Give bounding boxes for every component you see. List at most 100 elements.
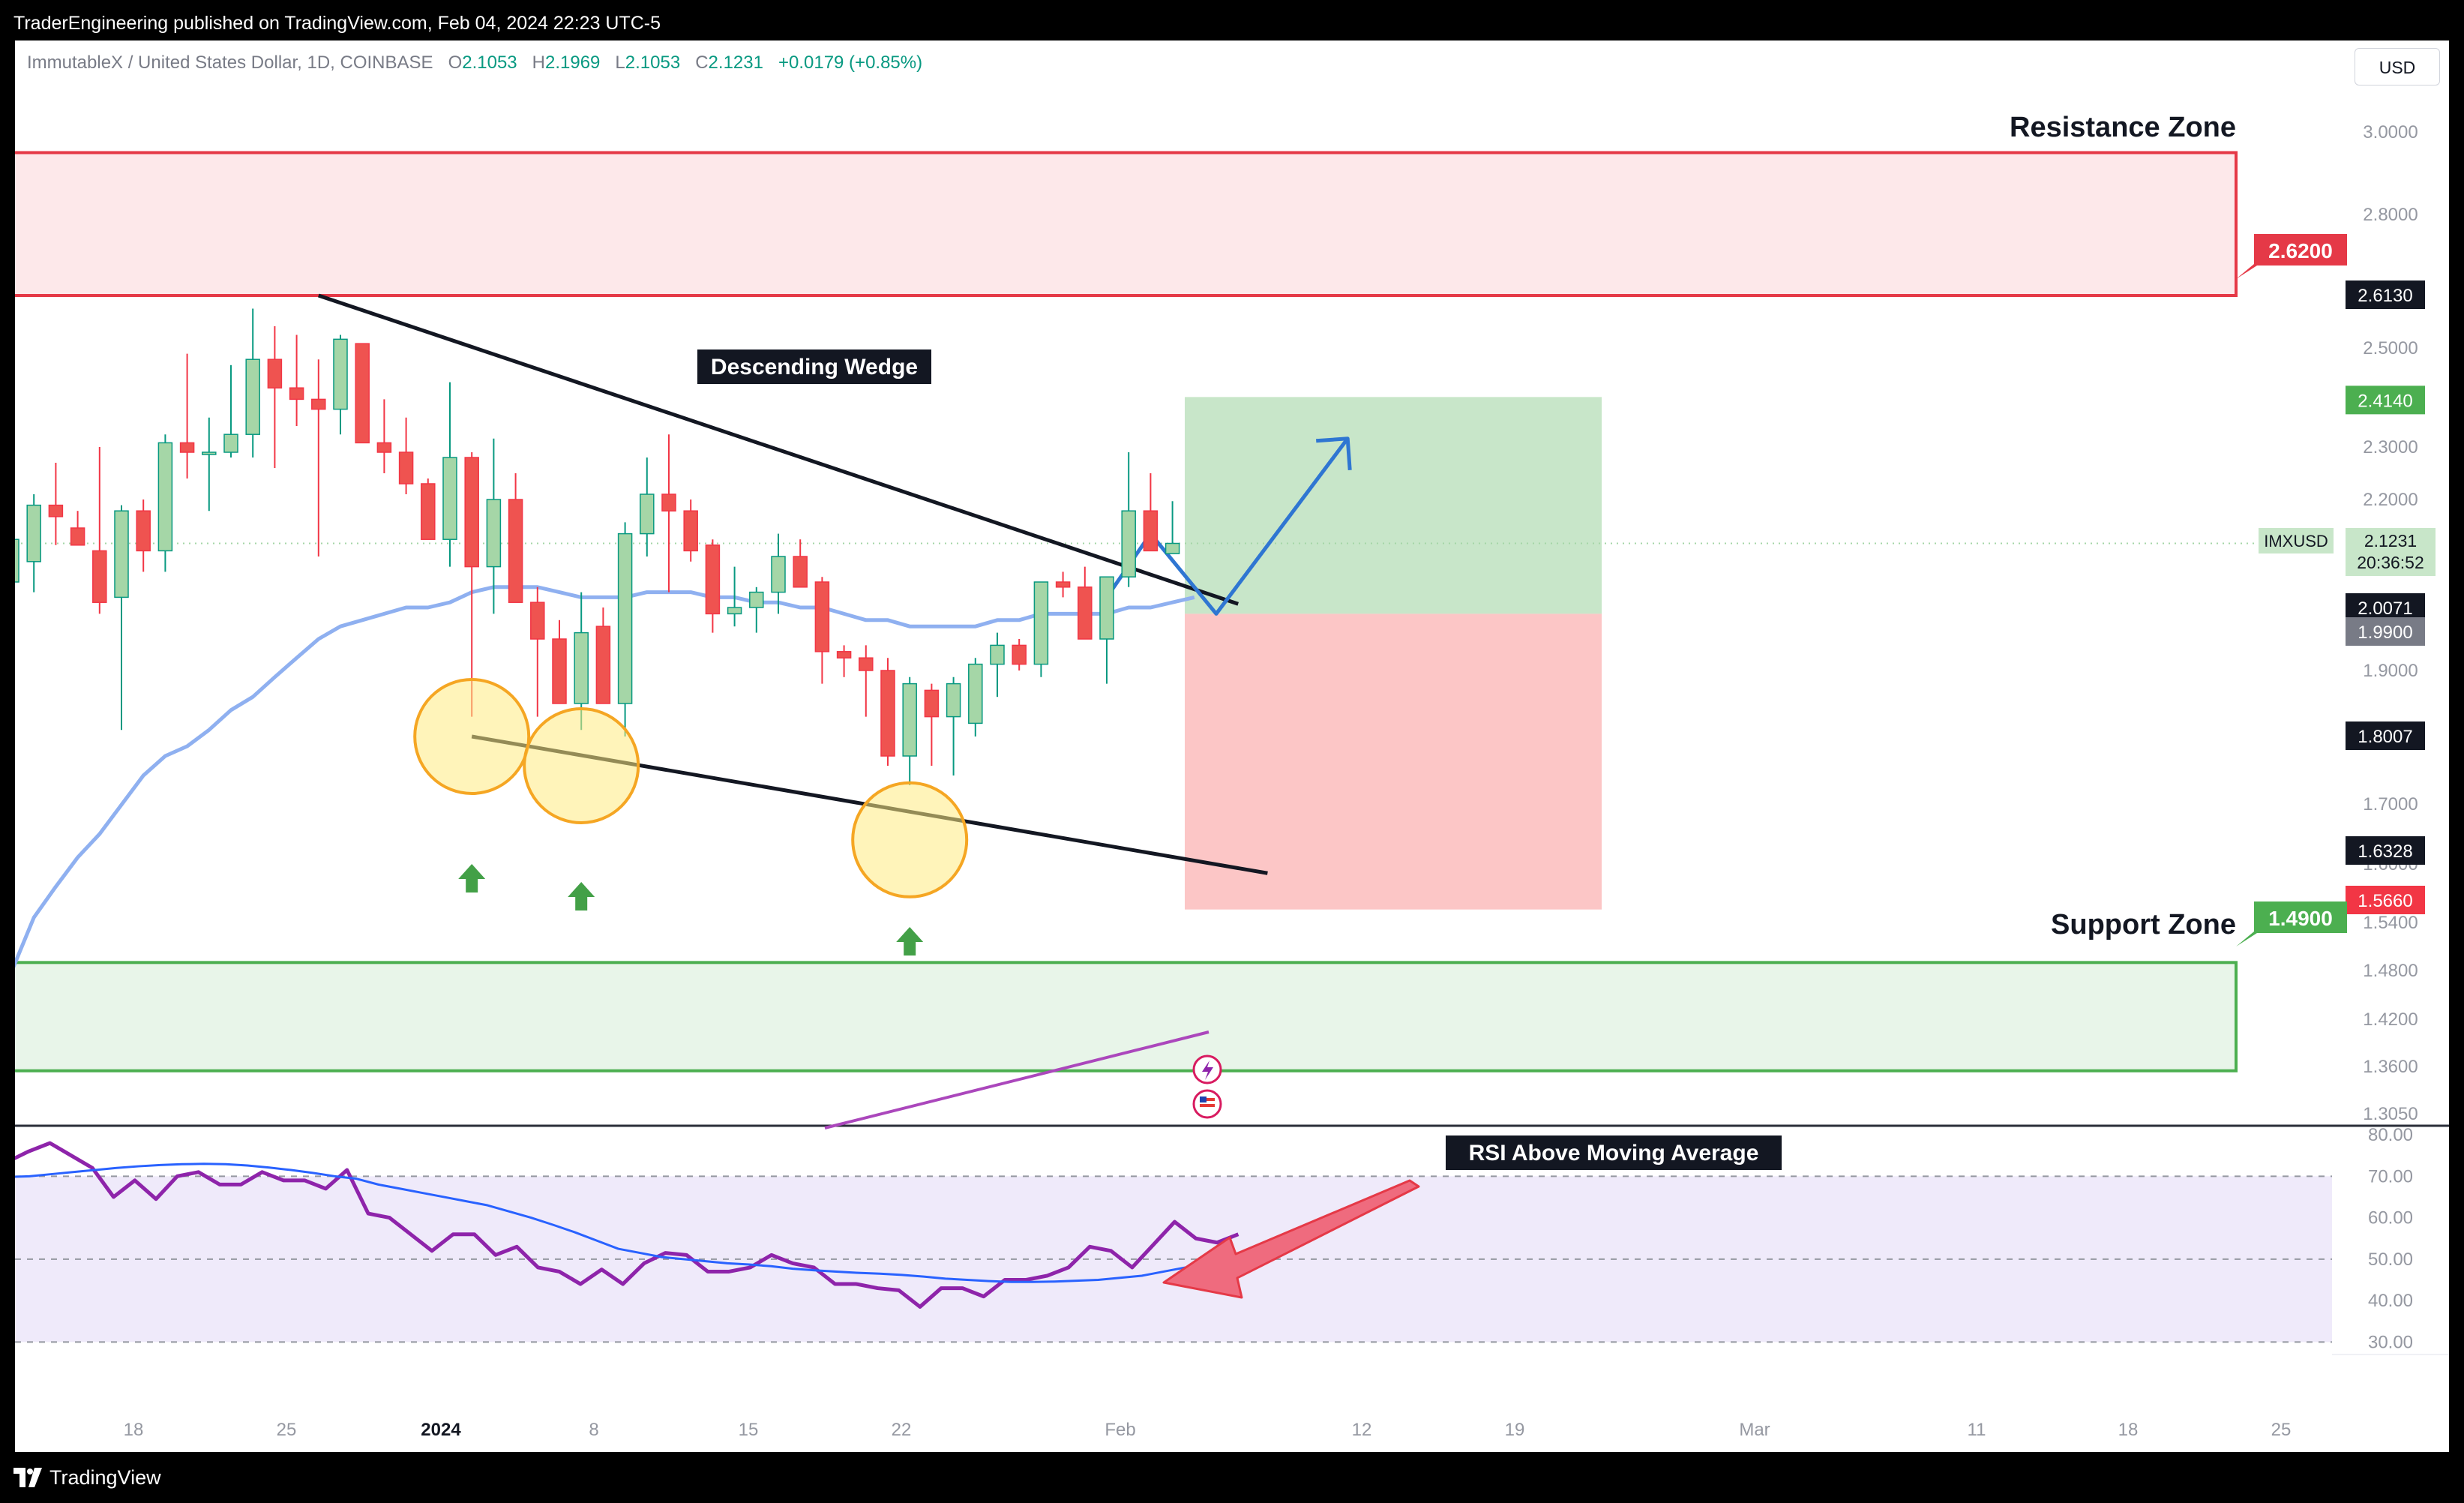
candle[interactable]: [486, 438, 502, 614]
candle[interactable]: [880, 658, 895, 766]
candle[interactable]: [311, 359, 326, 556]
candle[interactable]: [92, 447, 107, 614]
publish-line: TraderEngineering published on TradingVi…: [13, 13, 661, 34]
candle[interactable]: [640, 458, 655, 556]
price-tag-2007-text: 2.0071: [2358, 598, 2412, 619]
chart-panel[interactable]: 3.00002.80002.62002.50002.40002.30002.20…: [15, 40, 2449, 1452]
candle[interactable]: [924, 683, 940, 766]
price-tag-entry[interactable]: 1.9900: [2346, 617, 2425, 646]
candle[interactable]: [574, 592, 589, 730]
candle[interactable]: [267, 326, 283, 468]
candle[interactable]: [990, 632, 1005, 698]
candle[interactable]: [289, 334, 304, 427]
candle[interactable]: [136, 500, 151, 572]
candle[interactable]: [157, 434, 173, 572]
candle[interactable]: [245, 308, 260, 458]
candle[interactable]: [968, 658, 983, 736]
candle[interactable]: [727, 566, 742, 627]
candle[interactable]: [442, 382, 457, 567]
take-profit-area[interactable]: [1185, 397, 1602, 614]
candle[interactable]: [1055, 572, 1071, 598]
candle[interactable]: [1012, 639, 1027, 670]
price-tick-label: 1.9000: [2363, 661, 2418, 681]
touch-point-circle[interactable]: [523, 707, 640, 824]
resistance-zone[interactable]: [15, 151, 2238, 297]
symbol-info-row: ImmutableX / United States Dollar, 1D, C…: [27, 52, 922, 74]
candle[interactable]: [376, 399, 392, 473]
candle[interactable]: [1078, 566, 1093, 640]
symbol-tag-text: IMXUSD: [2264, 532, 2328, 550]
candle[interactable]: [1165, 501, 1180, 554]
chart-svg[interactable]: 3.00002.80002.62002.50002.40002.30002.20…: [15, 40, 2449, 1452]
last-price-tag[interactable]: IMXUSD 2.1231 20:36:52: [2259, 528, 2436, 576]
price-tag-1632[interactable]: 1.6328: [2346, 836, 2425, 865]
rsi-tick-label: 60.00: [2368, 1208, 2413, 1228]
candle[interactable]: [464, 452, 479, 717]
candle-body: [924, 689, 940, 718]
candle[interactable]: [26, 494, 41, 592]
candle[interactable]: [355, 343, 370, 444]
price-tag-stop-loss[interactable]: 1.5660: [2346, 886, 2425, 914]
candle[interactable]: [114, 505, 129, 730]
candle[interactable]: [749, 586, 764, 633]
candle[interactable]: [1033, 581, 1049, 677]
candle-body: [442, 457, 457, 540]
touch-point-circle[interactable]: [413, 678, 531, 795]
time-tick-label: 18: [124, 1420, 144, 1440]
candle[interactable]: [70, 511, 85, 546]
candle[interactable]: [179, 353, 195, 478]
up-arrow-icon: [568, 882, 595, 910]
candle-body: [267, 358, 283, 388]
candle-body: [26, 504, 41, 562]
price-tag-1800[interactable]: 1.8007: [2346, 722, 2425, 750]
candle[interactable]: [1099, 576, 1114, 684]
candle[interactable]: [771, 533, 786, 614]
candle[interactable]: [1121, 452, 1136, 587]
candle-body: [311, 398, 326, 410]
sma-line[interactable]: [15, 585, 1195, 970]
candle-body: [880, 670, 895, 757]
candle[interactable]: [836, 645, 852, 677]
close-label: C: [695, 52, 709, 73]
descending-wedge-label: Descending Wedge: [711, 355, 918, 380]
candle[interactable]: [15, 534, 19, 614]
currency-button[interactable]: USD: [2355, 48, 2440, 86]
candle[interactable]: [859, 645, 874, 717]
price-tick-label: 1.3050: [2363, 1104, 2418, 1124]
candle[interactable]: [333, 334, 348, 435]
wedge-upper-line[interactable]: [318, 293, 1239, 606]
candle[interactable]: [793, 539, 808, 588]
support-zone[interactable]: [15, 961, 2238, 1072]
stop-loss-area[interactable]: [1185, 614, 1602, 910]
touch-point-circle[interactable]: [851, 781, 969, 898]
candle[interactable]: [946, 676, 961, 776]
low-value: 2.1053: [625, 52, 681, 73]
candle[interactable]: [48, 463, 64, 545]
resistance-price-flag-bg: [2236, 234, 2347, 279]
resistance-price-flag[interactable]: 2.6200: [2236, 234, 2347, 279]
time-tick-label: 22: [892, 1420, 912, 1440]
candle-body: [421, 483, 436, 540]
price-tag-2007[interactable]: 2.0071: [2346, 593, 2425, 622]
candle[interactable]: [902, 676, 917, 785]
candle[interactable]: [202, 417, 217, 512]
rsi-ma-line[interactable]: [15, 1162, 1208, 1283]
candle[interactable]: [552, 620, 567, 704]
candle[interactable]: [1143, 473, 1159, 552]
candle[interactable]: [661, 434, 676, 592]
candle[interactable]: [223, 364, 238, 458]
candle[interactable]: [683, 500, 698, 562]
candle[interactable]: [508, 473, 523, 603]
candle[interactable]: [530, 586, 545, 717]
candle[interactable]: [421, 478, 436, 540]
price-tag-2613[interactable]: 2.6130: [2346, 280, 2425, 309]
candle[interactable]: [398, 417, 414, 494]
candle[interactable]: [595, 608, 611, 704]
price-tag-take-profit[interactable]: 2.4140: [2346, 386, 2425, 415]
candle[interactable]: [617, 522, 633, 736]
high-label: H: [532, 52, 545, 73]
support-price-flag[interactable]: 1.4900: [2236, 902, 2347, 946]
candle[interactable]: [705, 539, 721, 633]
candle[interactable]: [814, 577, 830, 684]
rsi-line[interactable]: [15, 1141, 1239, 1309]
